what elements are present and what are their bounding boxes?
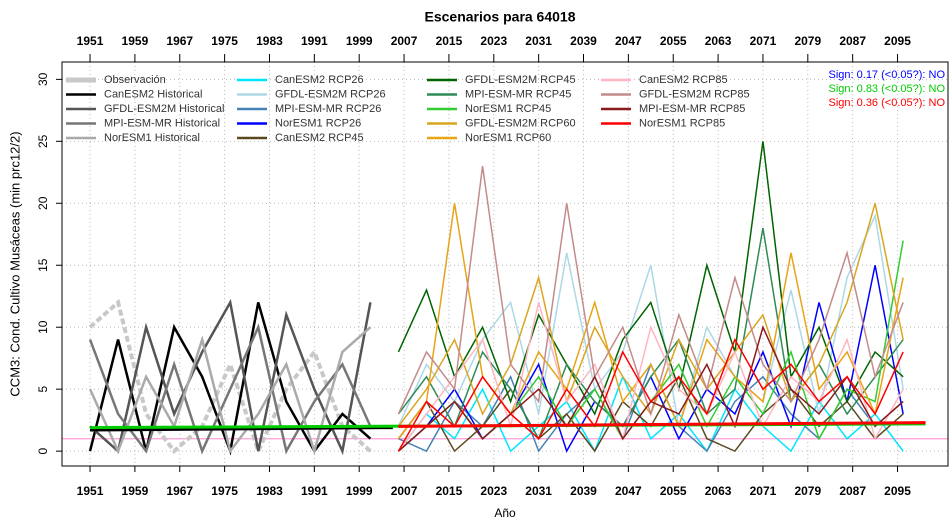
legend-label: CanESM2 RCP45 [275,132,364,144]
plot-border [61,61,949,467]
legend-label: GFDL-ESM2M RCP85 [639,88,750,100]
x-tick-label: 2023 [480,484,507,498]
legend-label: GFDL-ESM2M Historical [104,103,224,115]
x-tick-label: 2007 [391,484,418,498]
y-tick-label: 20 [36,196,50,210]
x-tick-label: 1991 [301,484,328,498]
legend-label: NorESM1 RCP60 [465,132,551,144]
series-line [397,165,904,417]
legend-label: NorESM1 RCP45 [465,103,551,115]
x-tick-label-top: 2047 [615,34,642,48]
legend-label: MPI-ESM-MR RCP45 [465,88,571,100]
x-tick-label-top: 2087 [839,34,866,48]
x-tick-label-top: 2095 [884,34,911,48]
y-axis-label: CCM3: Cond. Cultivo Musáceas (min prc12/… [7,131,22,396]
legend-label: MPI-ESM-MR RCP26 [275,103,381,115]
legend-label: MPI-ESM-MR RCP85 [639,103,745,115]
x-tick-label: 2071 [750,484,777,498]
x-tick-label: 2079 [794,484,821,498]
x-tick-label: 1999 [346,484,373,498]
x-tick-label: 2015 [436,484,463,498]
legend-label: GFDL-ESM2M RCP60 [465,117,576,129]
x-tick-label: 2047 [615,484,642,498]
series-line [397,337,904,452]
legend-label: CanESM2 RCP85 [639,74,728,86]
x-tick-label-top: 2063 [705,34,732,48]
y-tick-label: 25 [36,134,50,148]
y-tick-label: 30 [36,72,50,86]
annotation: Sign: 0.83 (<0.05?): NO [829,83,946,95]
x-tick-label: 1967 [166,484,193,498]
x-tick-label: 1959 [122,484,149,498]
y-tick-label: 15 [36,258,50,272]
legend-label: GFDL-ESM2M RCP45 [465,74,576,86]
x-tick-label-top: 1959 [122,34,149,48]
x-tick-label-top: 1967 [166,34,193,48]
annotation: Sign: 0.36 (<0.05?): NO [829,97,946,109]
trend-line [398,421,926,428]
y-tick-label: 5 [36,386,50,393]
legend-label: GFDL-ESM2M RCP26 [275,88,386,100]
x-tick-label: 2055 [660,484,687,498]
series-line [88,326,372,456]
x-tick-label-top: 1983 [256,34,283,48]
chart-title: Escenarios para 64018 [425,9,576,25]
x-tick-label-top: 1999 [346,34,373,48]
legend-label: Observación [104,74,166,86]
series-line [88,323,372,455]
series-line [397,141,904,416]
y-tick-label: 0 [36,447,50,454]
trend-line [90,426,393,432]
x-tick-label: 1951 [77,484,104,498]
legend-label: NorESM1 RCP26 [275,117,361,129]
x-tick-label-top: 2071 [750,34,777,48]
x-tick-label: 1975 [211,484,238,498]
legend-label: MPI-ESM-MR Historical [104,117,220,129]
x-tick-label-top: 1951 [77,34,104,48]
series-line [89,298,372,456]
x-tick-label: 2095 [884,484,911,498]
x-tick-label-top: 2007 [391,34,418,48]
x-tick-label-top: 2023 [480,34,507,48]
x-tick-label-top: 2079 [794,34,821,48]
series-line [88,298,372,457]
x-tick-label-top: 1991 [301,34,328,48]
x-tick-label: 2063 [705,484,732,498]
annotation: Sign: 0.17 (<0.05?): NO [829,69,946,81]
y-tick-label: 10 [36,320,50,334]
x-tick-label-top: 2015 [436,34,463,48]
legend-label: CanESM2 RCP26 [275,74,364,86]
x-tick-label: 1983 [256,484,283,498]
x-tick-label-top: 2039 [570,34,597,48]
x-tick-label: 2087 [839,484,866,498]
legend-label: CanESM2 Historical [104,88,202,100]
x-tick-label-top: 2055 [660,34,687,48]
x-tick-label: 2039 [570,484,597,498]
legend-label: NorESM1 RCP85 [639,117,725,129]
x-tick-label-top: 1975 [211,34,238,48]
x-tick-label-top: 2031 [525,34,552,48]
legend-label: NorESM1 Historical [104,132,200,144]
x-axis-label: Año [494,506,516,520]
x-tick-label: 2031 [525,484,552,498]
